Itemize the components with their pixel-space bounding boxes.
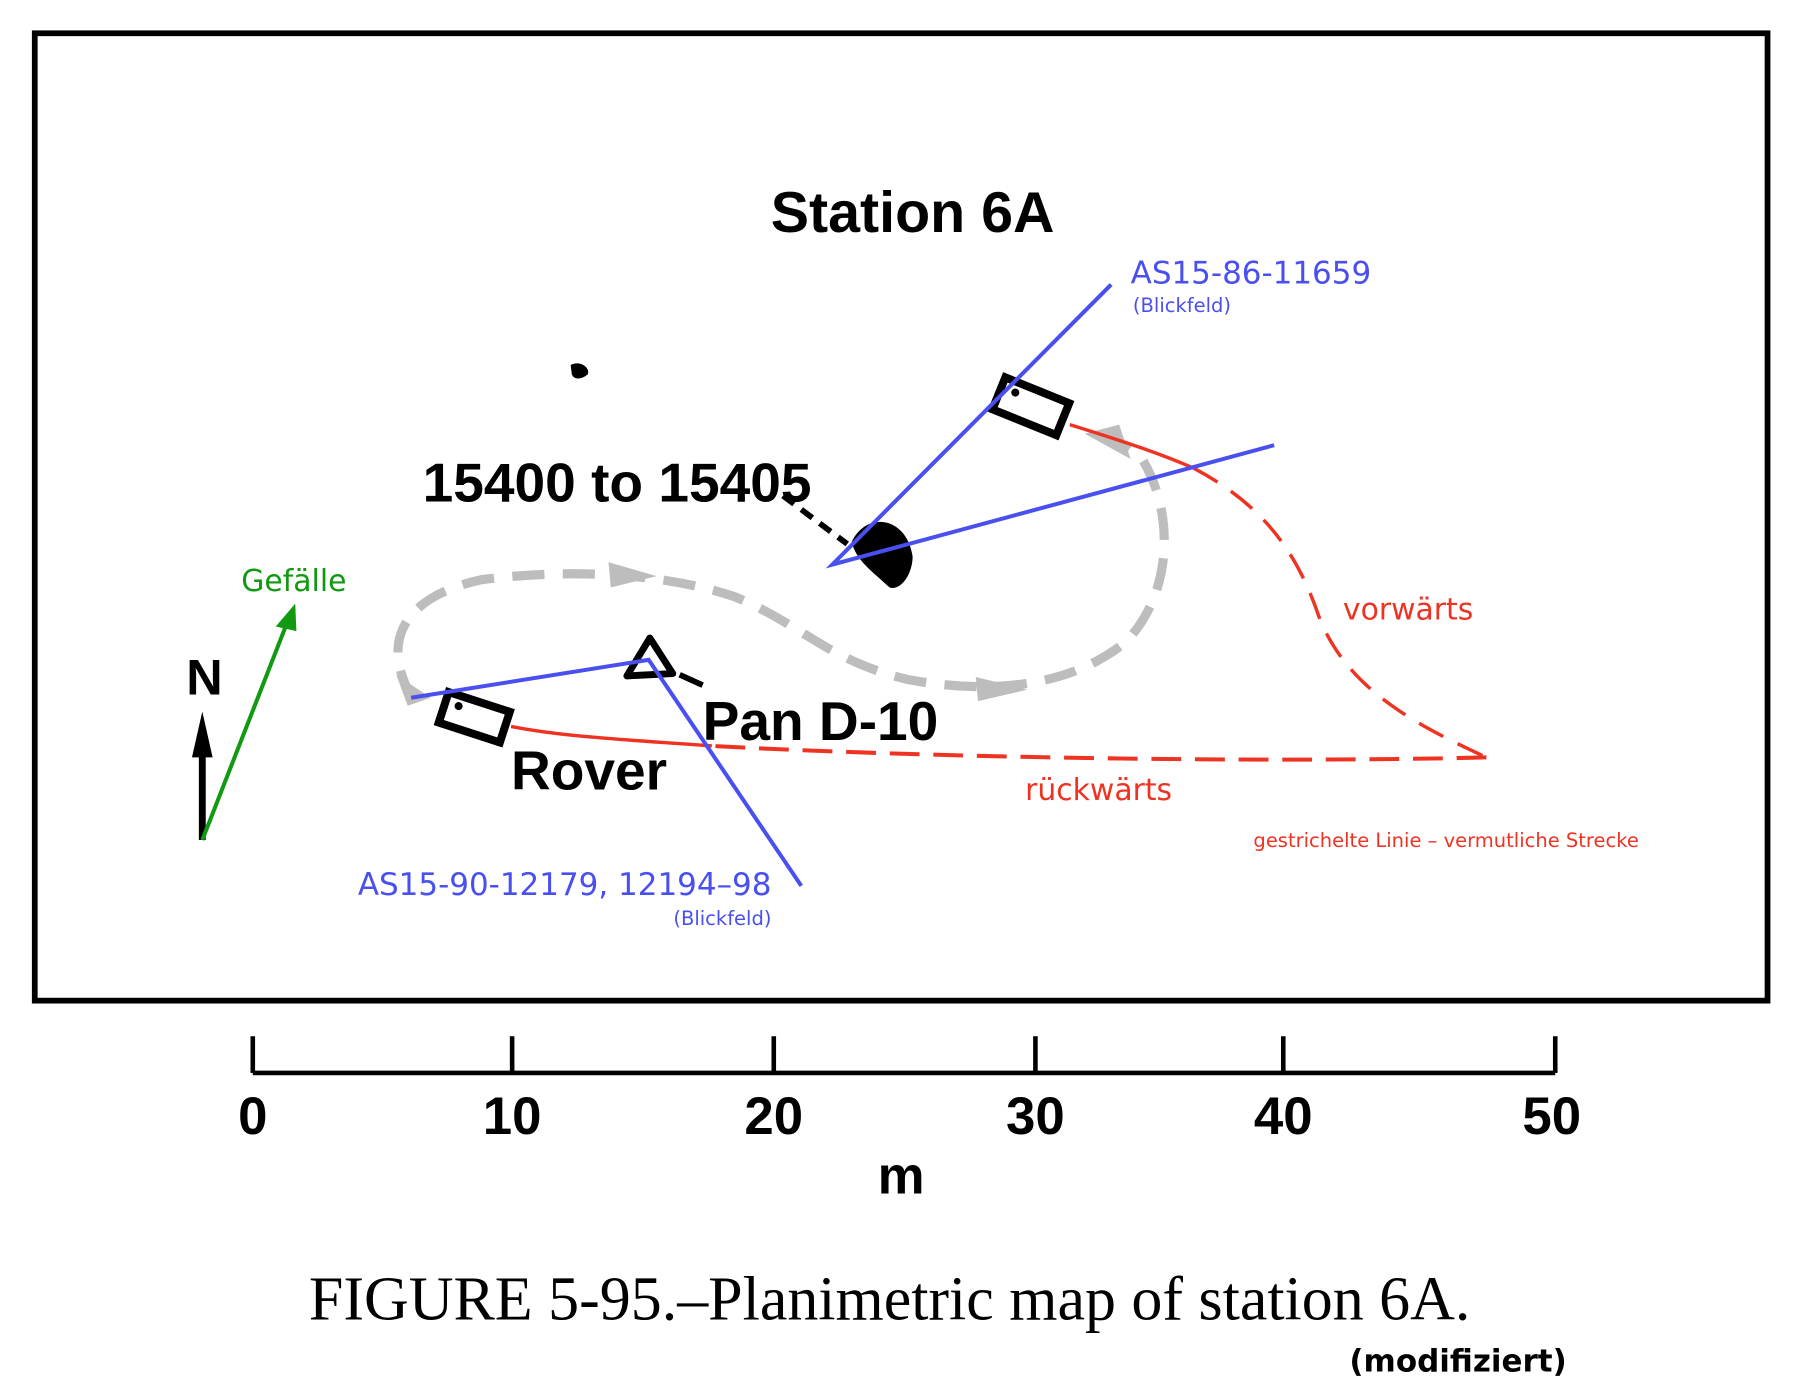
pan-leader-line xyxy=(678,672,704,688)
gray-arrow-icon xyxy=(396,674,431,706)
gray-arrow-icon xyxy=(975,677,1028,702)
photo-upper-note: (Blickfeld) xyxy=(1133,294,1231,317)
scale-tick-label: 10 xyxy=(483,1087,542,1146)
forward-route-solid xyxy=(1069,422,1195,470)
scale-bar xyxy=(250,1036,1558,1076)
scale-tick-label: 40 xyxy=(1254,1087,1313,1146)
slope-arrow-icon xyxy=(200,624,288,841)
rover-label: Rover xyxy=(511,740,667,802)
backward-route-dashed xyxy=(711,743,1487,762)
north-arrowhead-icon xyxy=(191,711,213,758)
slope-label: Gefälle xyxy=(241,564,346,599)
dashed-line-legend: gestrichelte Linie – vermutliche Strecke xyxy=(1253,829,1638,852)
caption-note: (modifiziert) xyxy=(1349,1343,1566,1379)
pan-station-triangle-icon xyxy=(623,634,677,680)
boulder-blob xyxy=(570,363,589,379)
scale-tick-label: 0 xyxy=(238,1087,267,1146)
boulder-sample-rock xyxy=(851,521,913,588)
rover-lower xyxy=(433,686,515,748)
sample-label: 15400 to 15405 xyxy=(423,451,812,513)
north-label: N xyxy=(186,648,222,705)
scale-tick-label: 50 xyxy=(1522,1087,1581,1146)
figure-caption: FIGURE 5-95.–Planimetric map of station … xyxy=(309,1266,1470,1334)
scale-tick-label: 30 xyxy=(1006,1087,1065,1146)
backward-label: rückwärts xyxy=(1025,773,1172,808)
map-frame xyxy=(31,30,1771,1004)
pan-label: Pan D-10 xyxy=(703,690,939,752)
map-title: Station 6A xyxy=(771,181,1055,245)
forward-route-dashed xyxy=(1192,466,1488,759)
photo-upper-id: AS15-86-11659 xyxy=(1131,255,1372,291)
rover-upper xyxy=(987,372,1075,441)
backward-route-solid xyxy=(510,724,712,748)
scale-unit-label: m xyxy=(878,1146,925,1205)
photo-lower-id: AS15-90-12179, 12194–98 xyxy=(358,867,772,903)
traverse-path-gray xyxy=(393,430,1169,703)
slope-arrowhead-icon xyxy=(275,603,297,632)
gray-arrow-icon xyxy=(608,562,657,588)
scale-tick-label: 20 xyxy=(744,1087,803,1146)
field-of-view-upper xyxy=(825,283,1275,569)
sample-leader-line xyxy=(781,493,849,547)
field-of-view-lower xyxy=(410,657,803,888)
forward-label: vorwärts xyxy=(1343,593,1473,628)
photo-lower-note: (Blickfeld) xyxy=(673,907,771,930)
